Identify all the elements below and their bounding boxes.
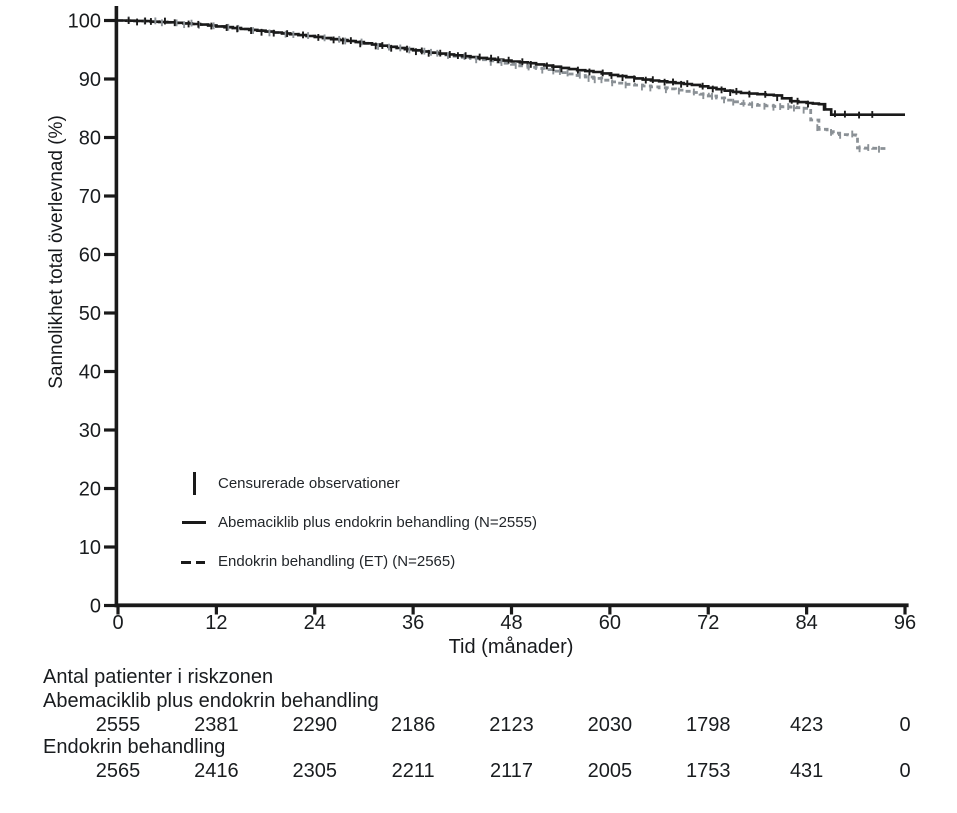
- at-risk-count: 2211: [391, 760, 435, 782]
- y-tick-label: 50: [79, 303, 101, 325]
- x-axis-ticks: 0 12 24 36 48 60 72 84 96: [112, 604, 916, 634]
- dashed-line-swatch-icon: [195, 560, 205, 564]
- x-tick-label: 12: [205, 612, 227, 634]
- x-tick: [608, 604, 612, 615]
- at-risk-count: 1753: [686, 760, 731, 782]
- at-risk-count: 2123: [489, 714, 534, 736]
- x-tick: [116, 604, 120, 615]
- legend-label-censored: Censurerade observationer: [218, 475, 400, 492]
- at-risk-count: 2005: [587, 760, 633, 782]
- solid-line-swatch-icon: [182, 521, 206, 525]
- y-tick: [104, 252, 117, 257]
- at-risk-count: 2565: [95, 760, 141, 782]
- at-risk-count: 2416: [194, 760, 239, 782]
- at-risk-count: 1798: [686, 714, 731, 736]
- y-tick-label: 80: [79, 128, 101, 150]
- y-tick: [104, 369, 117, 374]
- at-risk-count: 423: [789, 714, 824, 736]
- x-tick-label: 48: [500, 612, 522, 634]
- x-tick: [509, 604, 514, 615]
- x-tick-label: 96: [894, 612, 916, 634]
- at-risk-title: Antal patienter i riskzonen: [43, 666, 274, 688]
- x-tick-label: 72: [697, 612, 719, 634]
- x-tick-label: 36: [402, 612, 424, 634]
- curve-abemaciclib: [118, 19, 905, 116]
- x-tick-label: 84: [796, 612, 818, 634]
- x-tick: [214, 604, 218, 615]
- at-risk-count: 2290: [292, 714, 338, 736]
- x-tick-label: 24: [304, 612, 326, 634]
- at-risk-count: 2555: [95, 714, 141, 736]
- x-tick: [903, 604, 907, 615]
- dashed-line-swatch-icon: [181, 560, 191, 564]
- x-tick: [411, 604, 415, 615]
- x-axis-title: Tid (månader): [448, 636, 574, 658]
- legend-label-endokrin: Endokrin behandling (ET) (N=2565): [218, 553, 456, 570]
- y-tick: [104, 603, 117, 608]
- y-tick-label: 30: [79, 420, 101, 442]
- y-tick: [104, 428, 117, 432]
- y-tick-label: 10: [79, 537, 101, 559]
- y-tick: [104, 194, 117, 198]
- y-axis-line: [114, 6, 119, 608]
- y-tick: [104, 77, 117, 81]
- at-risk-count: 0: [899, 760, 911, 782]
- legend-label-abemaciclib: Abemaciklib plus endokrin behandling (N=…: [218, 514, 537, 531]
- at-risk-count: 431: [789, 760, 824, 782]
- at-risk-row-label-abemaciclib: Abemaciklib plus endokrin behandling: [43, 690, 379, 712]
- y-axis-ticks: 0 10 20 30 40 50 60 70 80 90 100: [68, 11, 117, 618]
- survival-curves: [118, 19, 905, 150]
- y-tick: [104, 18, 117, 23]
- at-risk-count: 0: [899, 714, 911, 736]
- y-tick-label: 70: [79, 186, 101, 208]
- x-tick: [313, 604, 317, 615]
- y-tick-label: 20: [79, 479, 101, 501]
- at-risk-count: 2381: [194, 714, 239, 736]
- at-risk-count: 2117: [489, 760, 534, 782]
- x-tick-label: 60: [599, 612, 621, 634]
- y-tick: [104, 135, 117, 140]
- at-risk-count: 2030: [587, 714, 633, 736]
- y-tick: [104, 545, 117, 549]
- at-risk-count: 2305: [292, 760, 338, 782]
- censor-tick-marks: [127, 16, 880, 153]
- y-axis-title: Sannolikhet total överlevnad (%): [46, 115, 67, 389]
- at-risk-count: 2186: [390, 714, 436, 736]
- x-tick-label: 0: [112, 612, 123, 634]
- y-tick-label: 40: [79, 362, 101, 384]
- censored-observation-tick-icon: [193, 472, 196, 495]
- x-tick: [805, 604, 809, 615]
- at-risk-row-label-endokrin: Endokrin behandling: [43, 736, 226, 758]
- y-tick: [104, 486, 117, 491]
- curve-endokrin-behandling: [118, 19, 890, 150]
- y-tick: [104, 311, 117, 315]
- y-tick-label: 90: [79, 69, 101, 91]
- y-tick-label: 100: [68, 11, 101, 33]
- y-tick-label: 60: [79, 245, 101, 267]
- x-tick: [706, 604, 710, 615]
- y-tick-label: 0: [90, 596, 101, 618]
